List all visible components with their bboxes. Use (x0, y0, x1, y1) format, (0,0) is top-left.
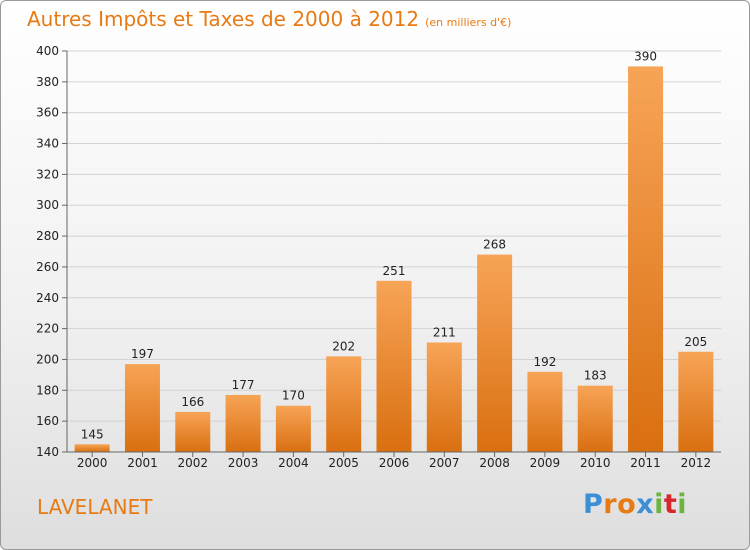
x-tick-label: 2009 (530, 456, 561, 470)
y-tick-label: 340 (36, 137, 59, 151)
bar-value-label: 205 (684, 335, 707, 349)
bar-2011 (628, 66, 664, 452)
logo-letter: r (603, 489, 618, 520)
bar-2001 (124, 364, 160, 452)
chart-title: Autres Impôts et Taxes de 2000 à 2012 (en… (27, 7, 511, 31)
bar-value-label: 390 (634, 49, 657, 63)
x-tick-label: 2010 (580, 456, 611, 470)
x-tick-label: 2004 (278, 456, 309, 470)
logo-letter: i (677, 489, 688, 520)
x-tick-label: 2007 (429, 456, 460, 470)
bar-2004 (275, 405, 311, 452)
bar-2010 (577, 385, 613, 452)
y-tick-label: 280 (36, 229, 59, 243)
bar-value-label: 197 (131, 347, 154, 361)
y-tick-label: 160 (36, 414, 59, 428)
bar-2009 (527, 371, 563, 452)
bar-value-label: 145 (81, 427, 104, 441)
chart-title-main: Autres Impôts et Taxes de 2000 à 2012 (27, 7, 420, 31)
y-tick-label: 380 (36, 75, 59, 89)
x-tick-label: 2011 (630, 456, 661, 470)
bar-2003 (225, 394, 261, 452)
x-tick-label: 2008 (479, 456, 510, 470)
bar-value-label: 251 (383, 264, 406, 278)
bar-2002 (175, 411, 211, 452)
bar-2005 (326, 356, 362, 452)
x-tick-label: 2002 (177, 456, 208, 470)
bar-value-label: 177 (232, 378, 255, 392)
bar-2008 (477, 254, 513, 452)
x-tick-label: 2003 (228, 456, 259, 470)
bar-chart: 145197166177170202251211268192183390205 … (36, 44, 721, 470)
y-tick-label: 140 (36, 445, 59, 459)
bar-value-label: 202 (332, 339, 355, 353)
bar-value-label: 166 (181, 395, 204, 409)
y-tick-label: 260 (36, 260, 59, 274)
y-tick-label: 240 (36, 291, 59, 305)
town-name: LAVELANET (37, 495, 153, 519)
y-tick-label: 360 (36, 106, 59, 120)
chart-title-unit: (en milliers d'€) (425, 16, 512, 29)
bar-value-label: 170 (282, 389, 305, 403)
x-tick-label: 2012 (681, 456, 712, 470)
logo-letter: o (617, 489, 637, 520)
bar-2006 (376, 280, 412, 452)
y-tick-label: 400 (36, 44, 59, 58)
x-tick-label: 2001 (127, 456, 158, 470)
bar-2000 (74, 444, 110, 452)
x-tick-label: 2000 (77, 456, 108, 470)
bar-value-label: 268 (483, 238, 506, 252)
x-tick-label: 2006 (379, 456, 410, 470)
y-tick-label: 300 (36, 198, 59, 212)
bar-2007 (426, 342, 462, 452)
y-tick-label: 320 (36, 167, 59, 181)
y-tick-label: 220 (36, 322, 59, 336)
proxiti-logo[interactable]: Proxiti (583, 489, 687, 520)
bar-value-label: 192 (533, 355, 556, 369)
bar-2012 (678, 351, 714, 452)
logo-letter: P (583, 489, 604, 520)
logo-letter: t (663, 489, 678, 520)
logo-letter: x (636, 489, 655, 520)
y-tick-label: 180 (36, 383, 59, 397)
logo-letter: i (654, 489, 664, 520)
bar-value-label: 183 (584, 369, 607, 383)
bar-value-label: 211 (433, 325, 456, 339)
y-tick-label: 200 (36, 352, 59, 366)
x-tick-label: 2005 (328, 456, 359, 470)
